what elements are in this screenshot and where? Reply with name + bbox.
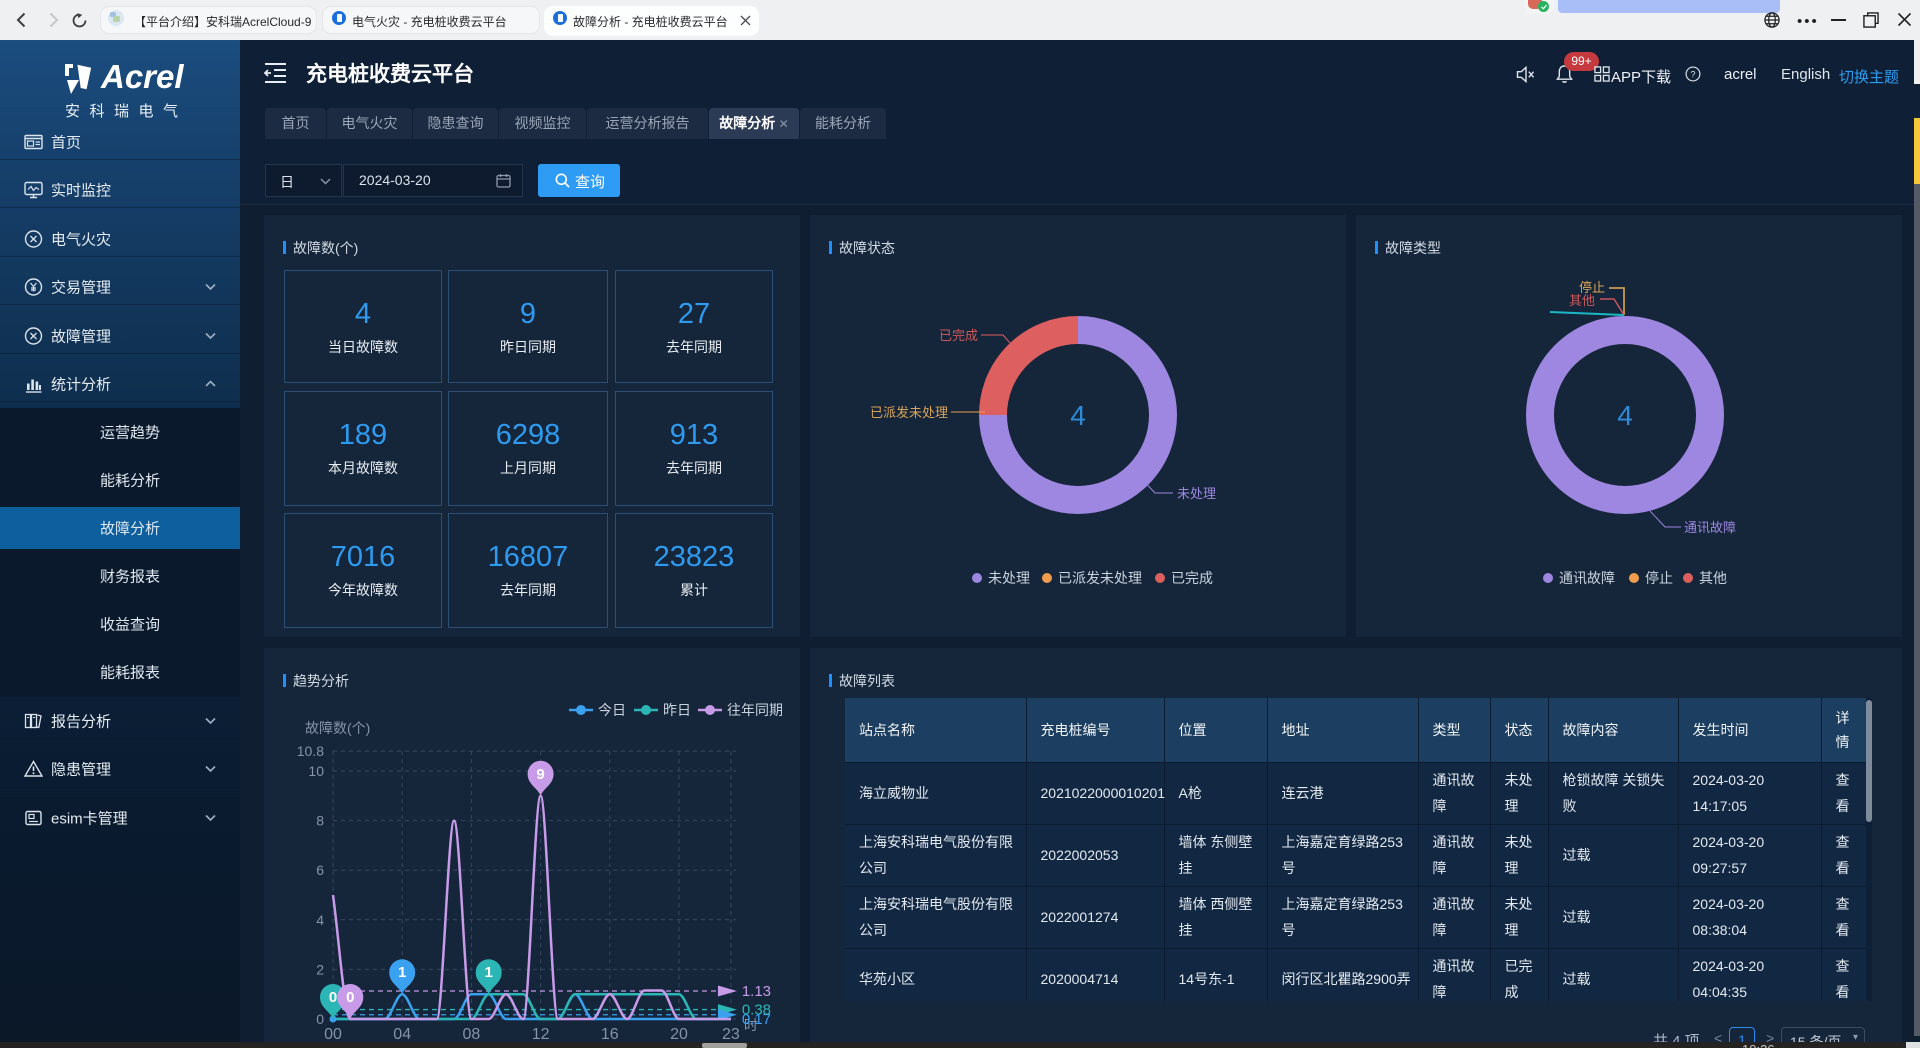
svg-text:通讯故障: 通讯故障 [1684, 520, 1736, 535]
svg-text:9: 9 [536, 766, 544, 783]
svg-text:时: 时 [744, 1017, 758, 1033]
svg-text:往年同期: 往年同期 [727, 702, 783, 718]
svg-text:其他: 其他 [1569, 293, 1595, 308]
svg-text:10: 10 [308, 763, 324, 779]
svg-text:4: 4 [1617, 400, 1633, 431]
svg-text:0: 0 [316, 1011, 324, 1027]
svg-text:23: 23 [722, 1026, 740, 1043]
svg-text:未处理: 未处理 [988, 570, 1030, 586]
svg-text:4: 4 [1070, 400, 1086, 431]
svg-text:停止: 停止 [1579, 280, 1605, 295]
svg-text:已派发未处理: 已派发未处理 [1058, 570, 1142, 586]
svg-text:00: 00 [324, 1026, 342, 1043]
svg-text:未处理: 未处理 [1177, 486, 1216, 501]
svg-text:6: 6 [316, 862, 324, 878]
svg-text:16: 16 [601, 1026, 619, 1043]
svg-text:已派发未处理: 已派发未处理 [870, 405, 948, 420]
svg-text:1: 1 [485, 964, 493, 981]
svg-text:1.13: 1.13 [742, 983, 771, 1000]
svg-text:今日: 今日 [598, 702, 626, 718]
svg-text:已完成: 已完成 [1171, 570, 1213, 586]
svg-text:0.38: 0.38 [742, 1002, 771, 1019]
svg-text:20: 20 [670, 1026, 688, 1043]
svg-text:故障数(个): 故障数(个) [305, 720, 370, 736]
svg-text:12: 12 [532, 1026, 550, 1043]
svg-text:4: 4 [316, 912, 324, 928]
svg-text:2: 2 [316, 961, 324, 977]
svg-text:0: 0 [329, 989, 337, 1006]
svg-text:04: 04 [393, 1026, 411, 1043]
svg-text:0: 0 [346, 989, 354, 1006]
svg-text:其他: 其他 [1699, 570, 1727, 586]
svg-text:10.8: 10.8 [297, 743, 324, 759]
svg-text:08: 08 [463, 1026, 481, 1043]
svg-text:?: ? [1690, 69, 1695, 79]
svg-text:昨日: 昨日 [663, 702, 691, 718]
svg-text:已完成: 已完成 [939, 328, 978, 343]
svg-text:0.17: 0.17 [742, 1011, 771, 1028]
svg-text:停止: 停止 [1645, 570, 1673, 586]
svg-text:1: 1 [398, 964, 406, 981]
svg-text:通讯故障: 通讯故障 [1559, 570, 1615, 586]
svg-text:8: 8 [316, 813, 324, 829]
